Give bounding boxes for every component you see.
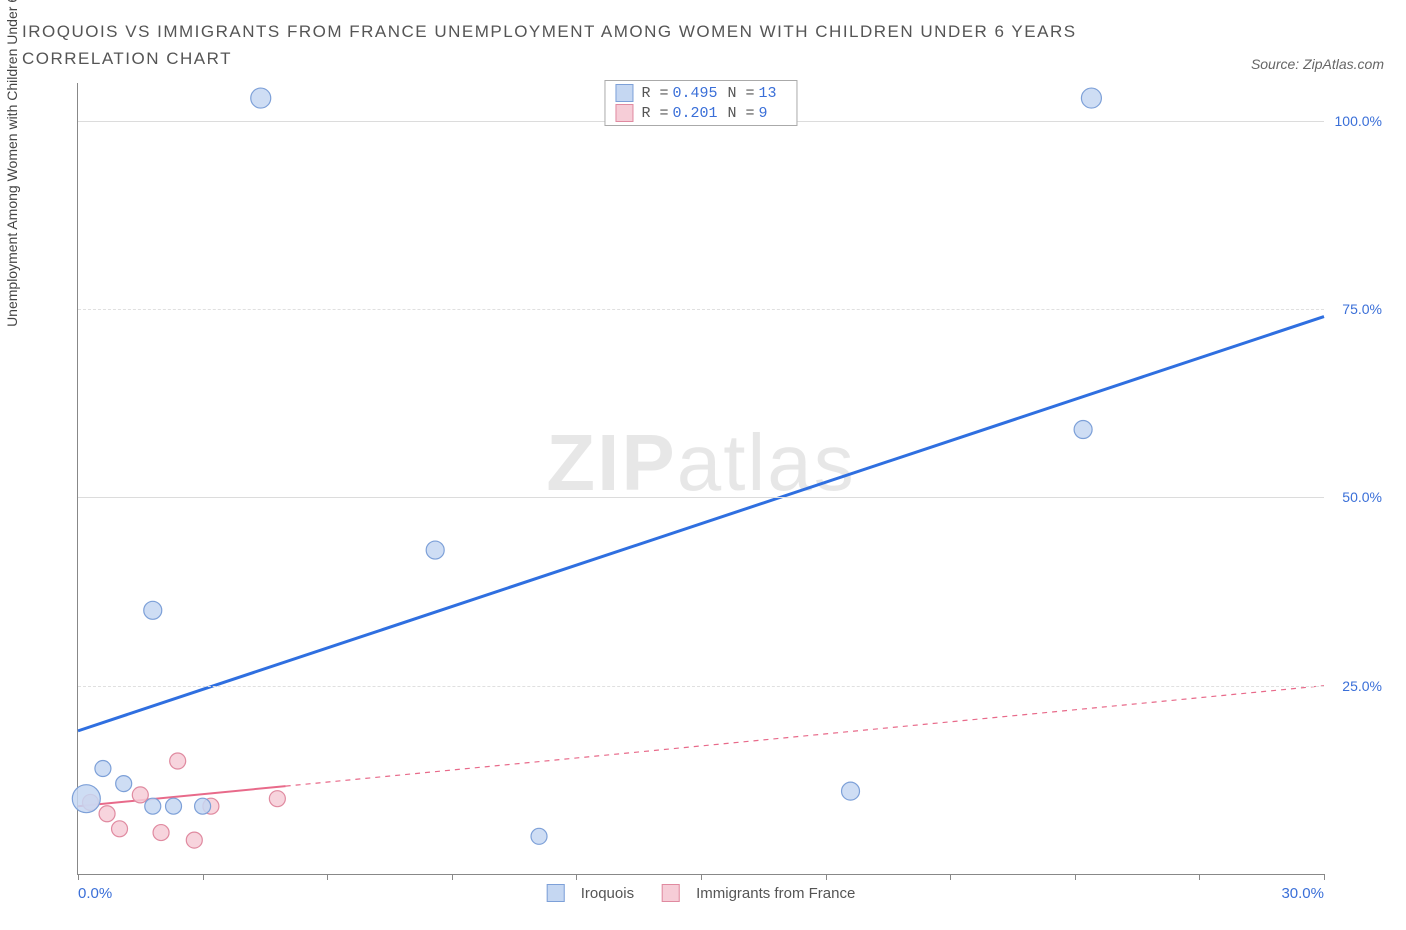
legend-series: Iroquois Immigrants from France [547,884,856,902]
data-point [112,821,128,837]
x-tick [1075,874,1076,880]
data-point [195,798,211,814]
legend-stats: R = 0.495 N = 13 R = 0.201 N = 9 [604,80,797,126]
legend-swatch-icon [615,84,633,102]
legend-series-label: Iroquois [581,885,634,902]
y-tick-label: 100.0% [1335,113,1382,129]
legend-r-value: 0.495 [672,85,717,102]
x-tick [1324,874,1325,880]
trend-line [78,786,286,806]
gridline [78,497,1324,498]
x-axis-max-label: 30.0% [1281,885,1324,902]
x-axis-min-label: 0.0% [78,885,112,902]
legend-r-value: 0.201 [672,105,717,122]
data-point [144,601,162,619]
chart-title: IROQUOIS VS IMMIGRANTS FROM FRANCE UNEMP… [22,18,1122,72]
legend-series-label: Immigrants from France [696,885,855,902]
data-point [72,785,100,813]
data-point [186,832,202,848]
data-point [170,753,186,769]
data-point [116,776,132,792]
x-tick [327,874,328,880]
chart-container: Unemployment Among Women with Children U… [22,78,1384,930]
legend-n-value: 9 [759,105,768,122]
data-point [426,541,444,559]
data-point [251,88,271,108]
data-point [153,825,169,841]
legend-swatch-icon [615,104,633,122]
y-tick-label: 50.0% [1342,489,1382,505]
source-label: Source: ZipAtlas.com [1251,56,1384,72]
x-tick [950,874,951,880]
x-tick [826,874,827,880]
data-point [166,798,182,814]
data-point [842,782,860,800]
data-point [132,787,148,803]
x-tick [203,874,204,880]
x-tick [1199,874,1200,880]
x-tick [576,874,577,880]
gridline [78,686,1324,687]
data-point [145,798,161,814]
svg-layer [78,83,1324,874]
gridline [78,309,1324,310]
x-tick [78,874,79,880]
data-point [1081,88,1101,108]
data-point [1074,421,1092,439]
legend-n-value: 13 [759,85,777,102]
legend-n-label: N = [728,85,755,102]
legend-row-iroquois: R = 0.495 N = 13 [605,83,796,103]
data-point [99,806,115,822]
legend-row-france: R = 0.201 N = 9 [605,103,796,123]
legend-swatch-icon [662,884,680,902]
legend-r-label: R = [641,105,668,122]
legend-n-label: N = [728,105,755,122]
y-tick-label: 75.0% [1342,301,1382,317]
legend-r-label: R = [641,85,668,102]
data-point [95,761,111,777]
legend-swatch-icon [547,884,565,902]
y-tick-label: 25.0% [1342,678,1382,694]
trend-line [286,686,1324,786]
data-point [531,828,547,844]
plot-area: ZIPatlas R = 0.495 N = 13 R = 0.201 N = … [77,83,1324,875]
y-axis-label: Unemployment Among Women with Children U… [4,0,20,327]
x-tick [452,874,453,880]
trend-line [78,317,1324,731]
data-point [269,791,285,807]
x-tick [701,874,702,880]
